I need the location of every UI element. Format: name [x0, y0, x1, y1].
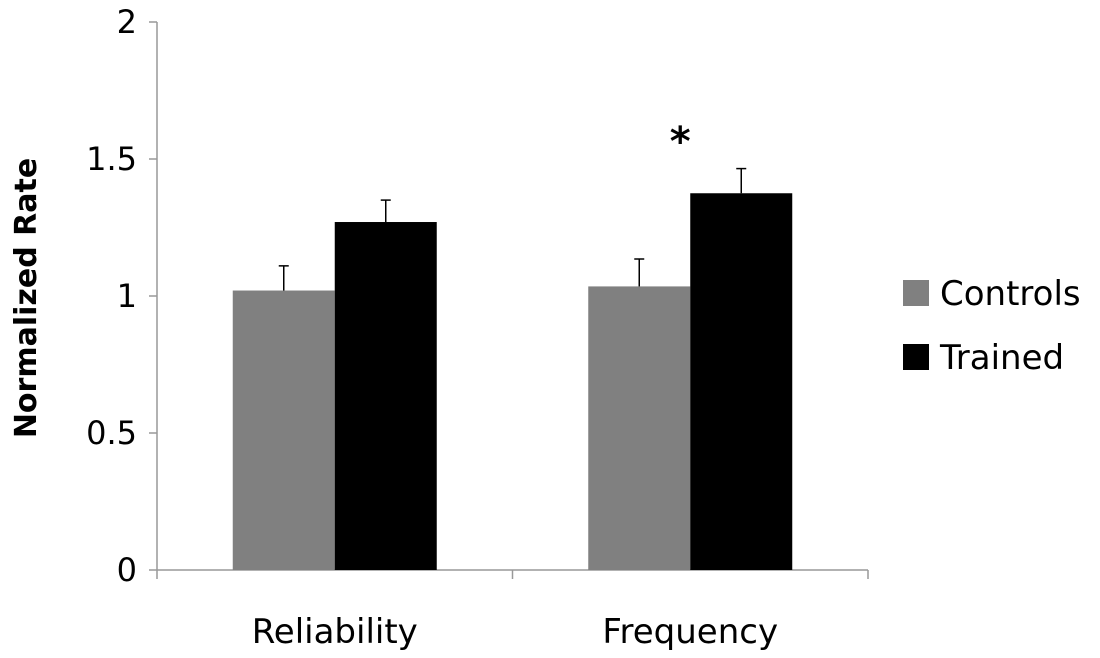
bar-controls-frequency: [588, 286, 691, 570]
legend-swatch-controls: [903, 280, 929, 306]
legend-label-trained: Trained: [939, 338, 1064, 378]
x-category-label: Reliability: [252, 612, 418, 652]
legend-label-controls: Controls: [940, 274, 1081, 314]
y-tick-label: 1: [117, 277, 137, 315]
error-bars: [278, 167, 747, 291]
x-category-label: Frequency: [602, 612, 778, 652]
y-axis: 0 0.5 1 1.5 2: [86, 3, 158, 589]
bars: [232, 193, 793, 570]
legend-swatch-trained: [903, 344, 929, 370]
bar-trained-reliability: [334, 222, 437, 570]
bar-controls-reliability: [232, 290, 335, 570]
x-axis: Reliability Frequency: [156, 569, 869, 652]
legend: Controls Trained: [903, 274, 1081, 378]
y-axis-label: Normalized Rate: [9, 158, 44, 438]
annotations: *: [670, 119, 691, 165]
y-tick-label: 0.5: [86, 414, 137, 452]
significance-star: *: [670, 119, 691, 165]
y-tick-label: 0: [117, 551, 137, 589]
y-tick-label: 1.5: [86, 140, 137, 178]
bar-trained-frequency: [690, 193, 793, 570]
y-tick-label: 2: [117, 3, 137, 41]
